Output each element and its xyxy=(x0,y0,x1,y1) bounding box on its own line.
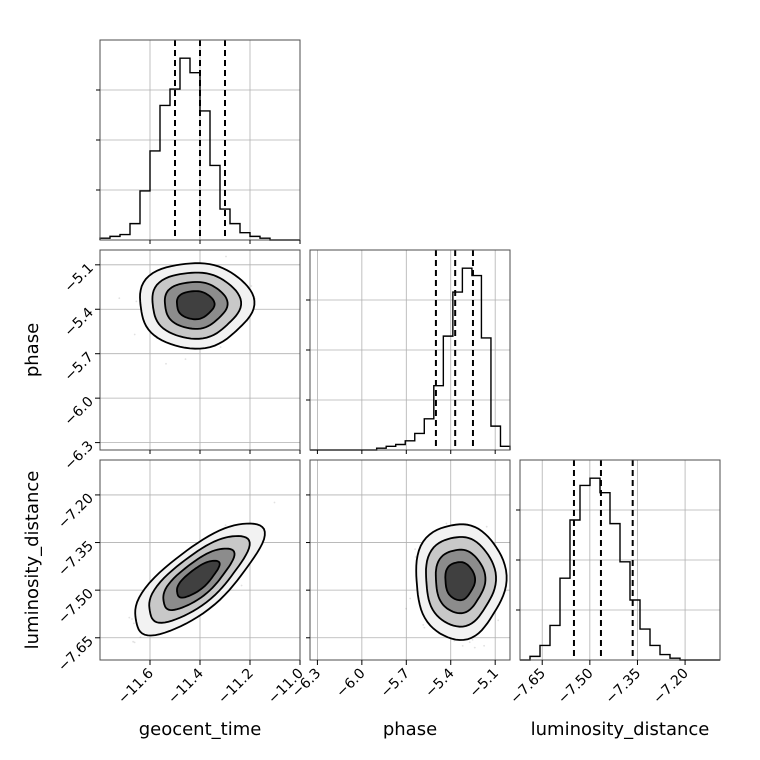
sample-point xyxy=(133,333,136,336)
x-tick-label-phase: −5.4 xyxy=(422,665,457,700)
x-tick-label-phase: −5.7 xyxy=(378,666,413,701)
sample-point xyxy=(139,636,142,639)
sample-point xyxy=(471,638,474,641)
x-tick-label-luminosity_distance: −7.20 xyxy=(650,666,692,708)
x-axis-label-geocent-time: geocent_time xyxy=(139,719,262,740)
contour-geocent_time-vs-luminosity_distance xyxy=(176,559,221,599)
x-axis-label-phase: phase xyxy=(383,719,437,740)
y-tick-label-phase: −5.4 xyxy=(61,305,96,340)
sample-point xyxy=(131,618,133,620)
sample-point xyxy=(250,285,253,287)
sample-point xyxy=(132,640,135,643)
y-tick-label-luminosity_distance: −7.20 xyxy=(55,490,97,532)
sample-point xyxy=(224,524,227,527)
sample-point xyxy=(132,622,135,625)
contour-phase-vs-luminosity_distance xyxy=(415,523,508,641)
contour-geocent_time-vs-luminosity_distance xyxy=(162,547,236,612)
y-tick-label-luminosity_distance: −7.35 xyxy=(55,538,97,580)
sample-point xyxy=(445,522,448,525)
sample-point xyxy=(473,646,476,649)
sample-point xyxy=(135,300,138,303)
sample-point xyxy=(409,597,412,600)
density-fill-phase-vs-luminosity_distance xyxy=(445,562,475,601)
y-tick-label-luminosity_distance: −7.65 xyxy=(55,633,97,675)
y-tick-label-phase: −6.0 xyxy=(61,394,96,429)
y-axis-label-luminosity-distance: luminosity_distance xyxy=(22,471,43,650)
y-tick-label-luminosity_distance: −7.50 xyxy=(55,586,97,628)
x-tick-label-geocent_time: −11.2 xyxy=(215,666,257,708)
sample-point xyxy=(184,358,187,360)
sample-point xyxy=(128,616,131,619)
contour-phase-vs-luminosity_distance xyxy=(434,548,487,615)
sample-point xyxy=(405,607,407,610)
sample-point xyxy=(165,362,167,365)
panel-frame-phase-vs-luminosity_distance xyxy=(309,459,511,661)
contour-geocent_time-vs-luminosity_distance xyxy=(134,522,266,637)
sample-point xyxy=(423,626,426,629)
sample-point xyxy=(414,548,416,550)
y-axis-label-phase: phase xyxy=(22,323,43,377)
histogram-phase xyxy=(310,267,511,451)
contour-phase-vs-luminosity_distance xyxy=(425,536,497,628)
x-tick-label-luminosity_distance: −7.50 xyxy=(555,666,597,708)
x-tick-label-luminosity_distance: −7.65 xyxy=(507,666,549,708)
sample-point xyxy=(461,645,464,647)
x-tick-label-geocent_time: −11.6 xyxy=(115,665,157,707)
contour-phase-vs-luminosity_distance xyxy=(444,561,476,602)
histogram-luminosity_distance xyxy=(520,477,720,661)
y-tick-label-phase: −5.7 xyxy=(61,349,96,384)
density-fill-geocent_time-vs-phase xyxy=(176,291,215,320)
sample-point xyxy=(219,346,222,348)
contour-geocent_time-vs-luminosity_distance xyxy=(148,535,251,624)
contour-geocent_time-vs-phase xyxy=(151,271,242,340)
sample-point xyxy=(485,525,488,528)
x-axis-label-luminosity-distance: luminosity_distance xyxy=(531,719,710,740)
x-tick-label-phase: −5.1 xyxy=(467,666,502,701)
x-tick-label-luminosity_distance: −7.35 xyxy=(603,666,645,708)
sample-point xyxy=(497,619,500,622)
sample-point xyxy=(225,255,227,258)
contour-geocent_time-vs-phase xyxy=(176,290,216,321)
sample-point xyxy=(483,644,485,647)
sample-point xyxy=(414,556,417,558)
sample-point xyxy=(422,624,425,626)
histogram-geocent_time xyxy=(99,57,300,241)
sample-point xyxy=(468,641,471,644)
sample-point xyxy=(240,584,243,587)
density-fill-geocent_time-vs-luminosity_distance xyxy=(176,560,220,598)
sample-point xyxy=(133,641,136,644)
sample-point xyxy=(118,297,121,300)
contour-geocent_time-vs-phase xyxy=(139,262,256,350)
x-tick-label-geocent_time: −11.4 xyxy=(165,665,207,707)
sample-point xyxy=(273,501,276,504)
x-tick-label-phase: −6.0 xyxy=(333,666,368,701)
contour-geocent_time-vs-phase xyxy=(163,281,229,330)
y-tick-label-phase: −6.3 xyxy=(61,438,96,473)
y-tick-label-phase: −5.1 xyxy=(61,260,96,295)
